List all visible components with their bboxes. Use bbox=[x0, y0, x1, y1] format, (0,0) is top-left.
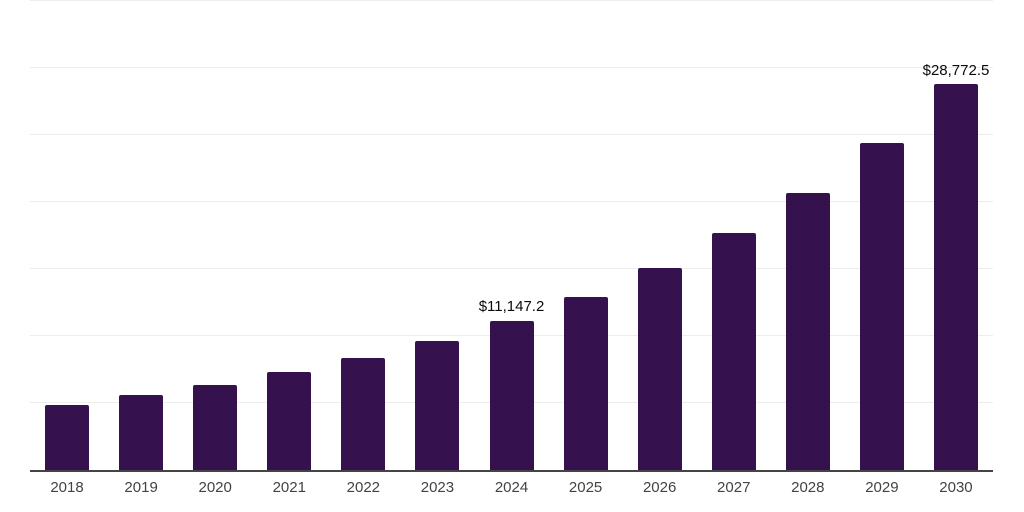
bar-2028 bbox=[785, 193, 830, 470]
x-tick-label-2025: 2025 bbox=[568, 479, 603, 496]
bar-2021 bbox=[267, 372, 312, 470]
bar-column-2024: $11,147.2 bbox=[474, 1, 548, 470]
bar-column-2018 bbox=[30, 1, 104, 470]
bar-2018 bbox=[45, 405, 90, 470]
x-tick-label-2019: 2019 bbox=[124, 479, 158, 496]
x-tick-label-2018: 2018 bbox=[50, 479, 84, 496]
x-tick-label-2028: 2028 bbox=[791, 479, 825, 496]
bar-column-2023 bbox=[400, 1, 474, 470]
bar-column-2021 bbox=[252, 1, 326, 470]
x-tick-label-2029: 2029 bbox=[865, 479, 899, 496]
x-tick-label-2022: 2022 bbox=[346, 479, 381, 496]
x-tick-label-2021: 2021 bbox=[272, 479, 306, 496]
bars-layer: $11,147.2 $28,772.5 bbox=[30, 1, 993, 470]
bar-column-2030: $28,772.5 bbox=[919, 1, 993, 470]
bar-column-2019 bbox=[104, 1, 178, 470]
bar-2019 bbox=[119, 395, 164, 470]
bar-column-2027 bbox=[697, 1, 771, 470]
gridline-35000 bbox=[30, 0, 993, 1]
bar-column-2028 bbox=[771, 1, 845, 470]
bar-2024 bbox=[489, 320, 534, 470]
bar-column-2020 bbox=[178, 1, 252, 470]
gridline-20000 bbox=[30, 201, 993, 202]
x-tick-label-2030: 2030 bbox=[939, 479, 973, 496]
x-tick-label-2024: 2024 bbox=[494, 479, 529, 496]
bar-2023 bbox=[415, 340, 460, 470]
bar-column-2026 bbox=[623, 1, 697, 470]
bar-column-2025 bbox=[549, 1, 623, 470]
bar-2030 bbox=[933, 84, 978, 470]
x-tick-label-2020: 2020 bbox=[198, 479, 232, 496]
value-label-2024: $11,147.2 bbox=[478, 298, 545, 316]
bar-2027 bbox=[711, 232, 756, 470]
gridline-15000 bbox=[30, 268, 993, 269]
plot-area: $11,147.2 $28,772.5 bbox=[30, 0, 993, 472]
bar-2029 bbox=[859, 143, 904, 470]
x-tick-label-2027: 2027 bbox=[717, 479, 751, 496]
bar-column-2029 bbox=[845, 1, 919, 470]
bar-2020 bbox=[193, 384, 238, 470]
gridline-25000 bbox=[30, 134, 993, 135]
bar-2026 bbox=[637, 267, 682, 470]
bar-2025 bbox=[563, 296, 608, 470]
x-tick-label-2026: 2026 bbox=[642, 479, 677, 496]
x-axis: 2018 2019 2020 2021 2022 2023 2024 2025 2026 2027… bbox=[30, 479, 993, 497]
bar-2022 bbox=[341, 358, 386, 470]
gridline-30000 bbox=[30, 67, 993, 68]
bar-column-2022 bbox=[326, 1, 400, 470]
value-label-2030: $28,772.5 bbox=[922, 61, 990, 79]
x-tick-label-2023: 2023 bbox=[420, 479, 455, 496]
